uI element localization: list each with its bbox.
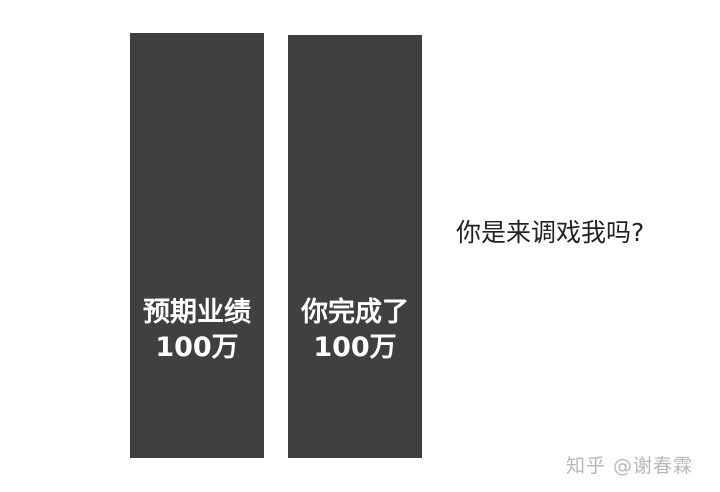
watermark: 知乎 @谢春霖 (566, 455, 694, 477)
bar-label-expected-line1: 预期业绩 (143, 297, 251, 328)
bar-label-completed-line2: 100万 (313, 332, 397, 363)
bar-label-completed: 你完成了 100万 (288, 295, 422, 365)
bar-actual-completed: 你完成了 100万 (288, 35, 422, 458)
bar-label-expected-line2: 100万 (155, 332, 239, 363)
bar-expected-performance: 预期业绩 100万 (130, 33, 264, 458)
chart-annotation: 你是来调戏我吗? (456, 218, 645, 247)
bar-label-completed-line1: 你完成了 (301, 297, 409, 328)
bar-label-expected: 预期业绩 100万 (130, 295, 264, 365)
